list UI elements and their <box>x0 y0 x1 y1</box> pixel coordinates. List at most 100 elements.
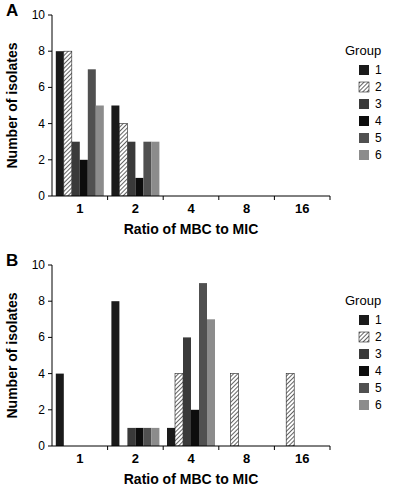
y-tick <box>48 51 52 52</box>
y-tick <box>48 123 52 124</box>
bar <box>111 106 119 197</box>
legend-label: 5 <box>375 381 382 395</box>
x-tick <box>330 446 331 450</box>
legend-label: 2 <box>375 80 382 94</box>
y-tick-label: 6 <box>38 330 45 344</box>
y-tick-label: 2 <box>38 153 45 167</box>
y-tick <box>48 337 52 338</box>
bar <box>80 160 88 196</box>
y-tick-label: 4 <box>38 117 45 131</box>
y-tick <box>48 87 52 88</box>
panel-label: B <box>6 251 18 270</box>
bars <box>56 51 160 196</box>
x-axis-label: Ratio of MBC to MIC <box>124 221 259 237</box>
y-tick-label: 8 <box>38 44 45 58</box>
legend-swatch <box>359 116 369 126</box>
panel: A0246810Number of isolates124816Ratio of… <box>4 1 382 237</box>
y-tick-label: 2 <box>38 403 45 417</box>
legend-swatch <box>359 332 369 342</box>
legend-swatch <box>359 349 369 359</box>
x-tick-label: 4 <box>187 201 195 216</box>
x-tick-label: 2 <box>132 201 139 216</box>
y-tick <box>48 265 52 266</box>
x-tick <box>274 446 275 450</box>
figure: A0246810Number of isolates124816Ratio of… <box>0 0 409 500</box>
x-tick <box>163 446 164 450</box>
x-tick-label: 8 <box>243 201 250 216</box>
x-axis-label: Ratio of MBC to MIC <box>124 471 259 487</box>
bar <box>119 124 127 196</box>
y-tick-label: 0 <box>38 439 45 453</box>
bar <box>88 69 96 196</box>
bar <box>183 337 191 446</box>
y-tick <box>48 446 52 447</box>
legend-swatch <box>359 99 369 109</box>
panel: B0246810Number of isolates124816Ratio of… <box>4 251 382 487</box>
y-axis <box>52 265 53 446</box>
x-tick-label: 8 <box>243 451 250 466</box>
legend-swatch <box>359 400 369 410</box>
bar <box>135 178 143 196</box>
x-tick-label: 2 <box>132 451 139 466</box>
bar <box>151 142 159 196</box>
x-tick-label: 16 <box>295 201 309 216</box>
y-tick <box>48 196 52 197</box>
y-tick <box>48 373 52 374</box>
y-tick-label: 6 <box>38 80 45 94</box>
y-tick <box>48 159 52 160</box>
bar <box>56 374 64 446</box>
bars <box>56 283 294 446</box>
x-tick <box>107 446 108 450</box>
legend-label: 4 <box>375 364 382 378</box>
y-tick <box>48 15 52 16</box>
bar <box>64 51 72 196</box>
legend-label: 4 <box>375 114 382 128</box>
x-tick-label: 4 <box>187 451 195 466</box>
x-tick-label: 1 <box>76 451 83 466</box>
bar <box>199 283 207 446</box>
bar <box>151 428 159 446</box>
bar <box>143 428 151 446</box>
bar <box>191 410 199 446</box>
bar <box>135 428 143 446</box>
y-axis <box>52 15 53 196</box>
x-tick <box>218 446 219 450</box>
bar <box>72 142 80 196</box>
x-tick <box>218 196 219 200</box>
bar <box>286 374 294 446</box>
bar <box>111 301 119 446</box>
bar <box>56 51 64 196</box>
y-tick-label: 4 <box>38 367 45 381</box>
legend-label: 5 <box>375 131 382 145</box>
legend-swatch <box>359 133 369 143</box>
bar <box>127 142 135 196</box>
legend-title: Group <box>345 43 381 58</box>
bar <box>96 106 104 197</box>
y-tick-label: 8 <box>38 294 45 308</box>
y-tick-label: 10 <box>32 8 46 22</box>
x-tick-label: 1 <box>76 201 83 216</box>
bar <box>207 319 215 446</box>
bar <box>143 142 151 196</box>
x-tick <box>330 196 331 200</box>
x-tick <box>163 196 164 200</box>
y-tick-label: 0 <box>38 189 45 203</box>
x-axis <box>52 196 330 197</box>
x-tick <box>274 196 275 200</box>
x-tick <box>107 196 108 200</box>
legend-label: 6 <box>375 148 382 162</box>
legend-title: Group <box>345 293 381 308</box>
legend-label: 3 <box>375 97 382 111</box>
legend-swatch <box>359 383 369 393</box>
bar <box>231 374 239 446</box>
x-tick-label: 16 <box>295 451 309 466</box>
bar <box>167 428 175 446</box>
legend-swatch <box>359 65 369 75</box>
x-axis <box>52 446 330 447</box>
y-tick-label: 10 <box>32 258 46 272</box>
legend-label: 2 <box>375 330 382 344</box>
bar <box>175 374 183 446</box>
legend-swatch <box>359 366 369 376</box>
legend-label: 3 <box>375 347 382 361</box>
y-tick <box>48 301 52 302</box>
